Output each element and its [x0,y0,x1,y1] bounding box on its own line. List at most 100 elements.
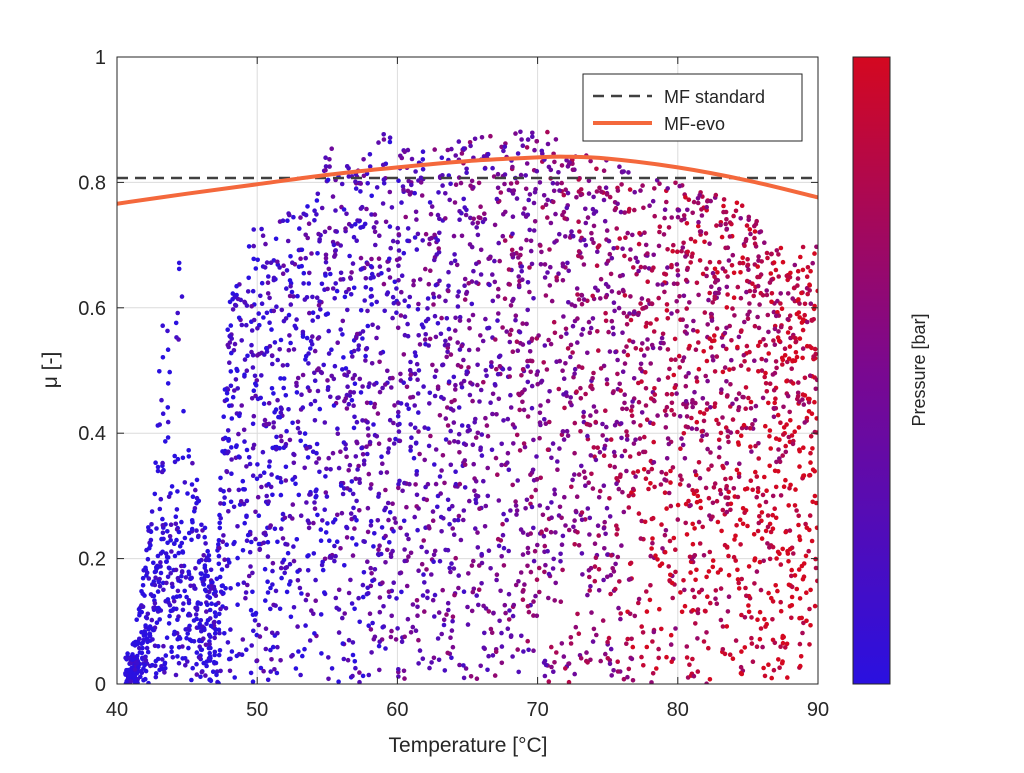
scatter-point [381,281,387,287]
scatter-point [693,621,698,626]
scatter-point [473,526,478,531]
scatter-point [237,413,242,419]
scatter-point [402,676,407,681]
scatter-point [434,252,440,257]
scatter-point [578,656,584,661]
scatter-point [365,420,370,425]
scatter-point [445,423,451,428]
scatter-point [543,421,549,427]
scatter-point [766,351,771,356]
scatter-point [498,588,503,594]
scatter-point [269,327,274,332]
scatter-point [229,445,234,450]
scatter-point [685,424,691,430]
scatter-point [247,549,253,555]
scatter-point [713,588,719,593]
scatter-point [803,521,808,527]
scatter-point [258,665,264,671]
scatter-point [432,614,437,619]
scatter-point [179,569,185,574]
scatter-point [797,301,802,306]
scatter-point [285,238,291,244]
scatter-point [482,211,487,216]
scatter-point [287,582,292,587]
scatter-point [166,494,172,500]
scatter-point [437,216,442,222]
scatter-point [708,345,714,350]
scatter-point [427,390,433,396]
scatter-point [134,617,139,622]
scatter-point [359,445,364,451]
scatter-point [222,557,227,562]
scatter-point [663,471,669,477]
scatter-point [640,630,646,635]
scatter-point [787,274,793,280]
scatter-point [422,609,427,614]
scatter-point [519,373,524,378]
scatter-point [298,438,304,444]
scatter-point [572,671,577,677]
scatter-point [773,436,779,441]
scatter-point [523,186,529,192]
scatter-point [752,241,758,246]
scatter-point [560,212,565,218]
scatter-point [791,285,797,291]
scatter-point [812,493,818,499]
scatter-point [502,172,508,177]
scatter-point [751,532,757,537]
scatter-point [415,604,420,610]
scatter-point [501,418,506,423]
scatter-point [517,329,523,335]
scatter-point [622,448,628,454]
y-tick-label: 0.4 [78,423,106,445]
scatter-point [490,653,496,658]
scatter-point [261,401,267,407]
scatter-point [499,441,505,447]
scatter-point [748,444,753,450]
scatter-point [648,553,653,559]
scatter-point [538,422,543,428]
scatter-point [453,315,458,321]
scatter-point [757,302,762,307]
scatter-point [514,512,519,517]
scatter-point [595,249,600,254]
scatter-point [172,541,177,546]
scatter-point [695,636,700,641]
scatter-point [576,249,582,254]
scatter-point [146,525,151,530]
scatter-point [175,617,180,622]
scatter-point [573,508,579,514]
scatter-point [775,549,781,555]
scatter-point [275,397,280,403]
scatter-point [197,655,202,661]
scatter-point [209,583,214,589]
scatter-point [575,340,580,345]
scatter-point [155,464,161,470]
scatter-point [542,569,547,575]
scatter-point [453,481,459,487]
scatter-point [716,437,722,443]
scatter-point [265,677,271,683]
scatter-point [476,587,482,592]
scatter-point [682,587,687,593]
scatter-point [234,653,240,659]
scatter-point [630,644,636,650]
scatter-point [757,274,762,280]
scatter-point [349,397,355,403]
scatter-point [160,530,166,536]
scatter-point [293,666,299,671]
scatter-point [383,382,388,387]
scatter-point [627,611,633,617]
scatter-point [360,452,366,457]
scatter-point [807,642,812,647]
scatter-point [553,530,558,535]
scatter-point [785,317,791,322]
scatter-point [403,214,409,220]
scatter-point [407,481,412,487]
scatter-point [461,517,466,523]
scatter-point [340,318,346,324]
scatter-point [712,266,718,272]
scatter-point [172,553,178,559]
scatter-point [747,426,753,431]
scatter-point [190,460,195,466]
